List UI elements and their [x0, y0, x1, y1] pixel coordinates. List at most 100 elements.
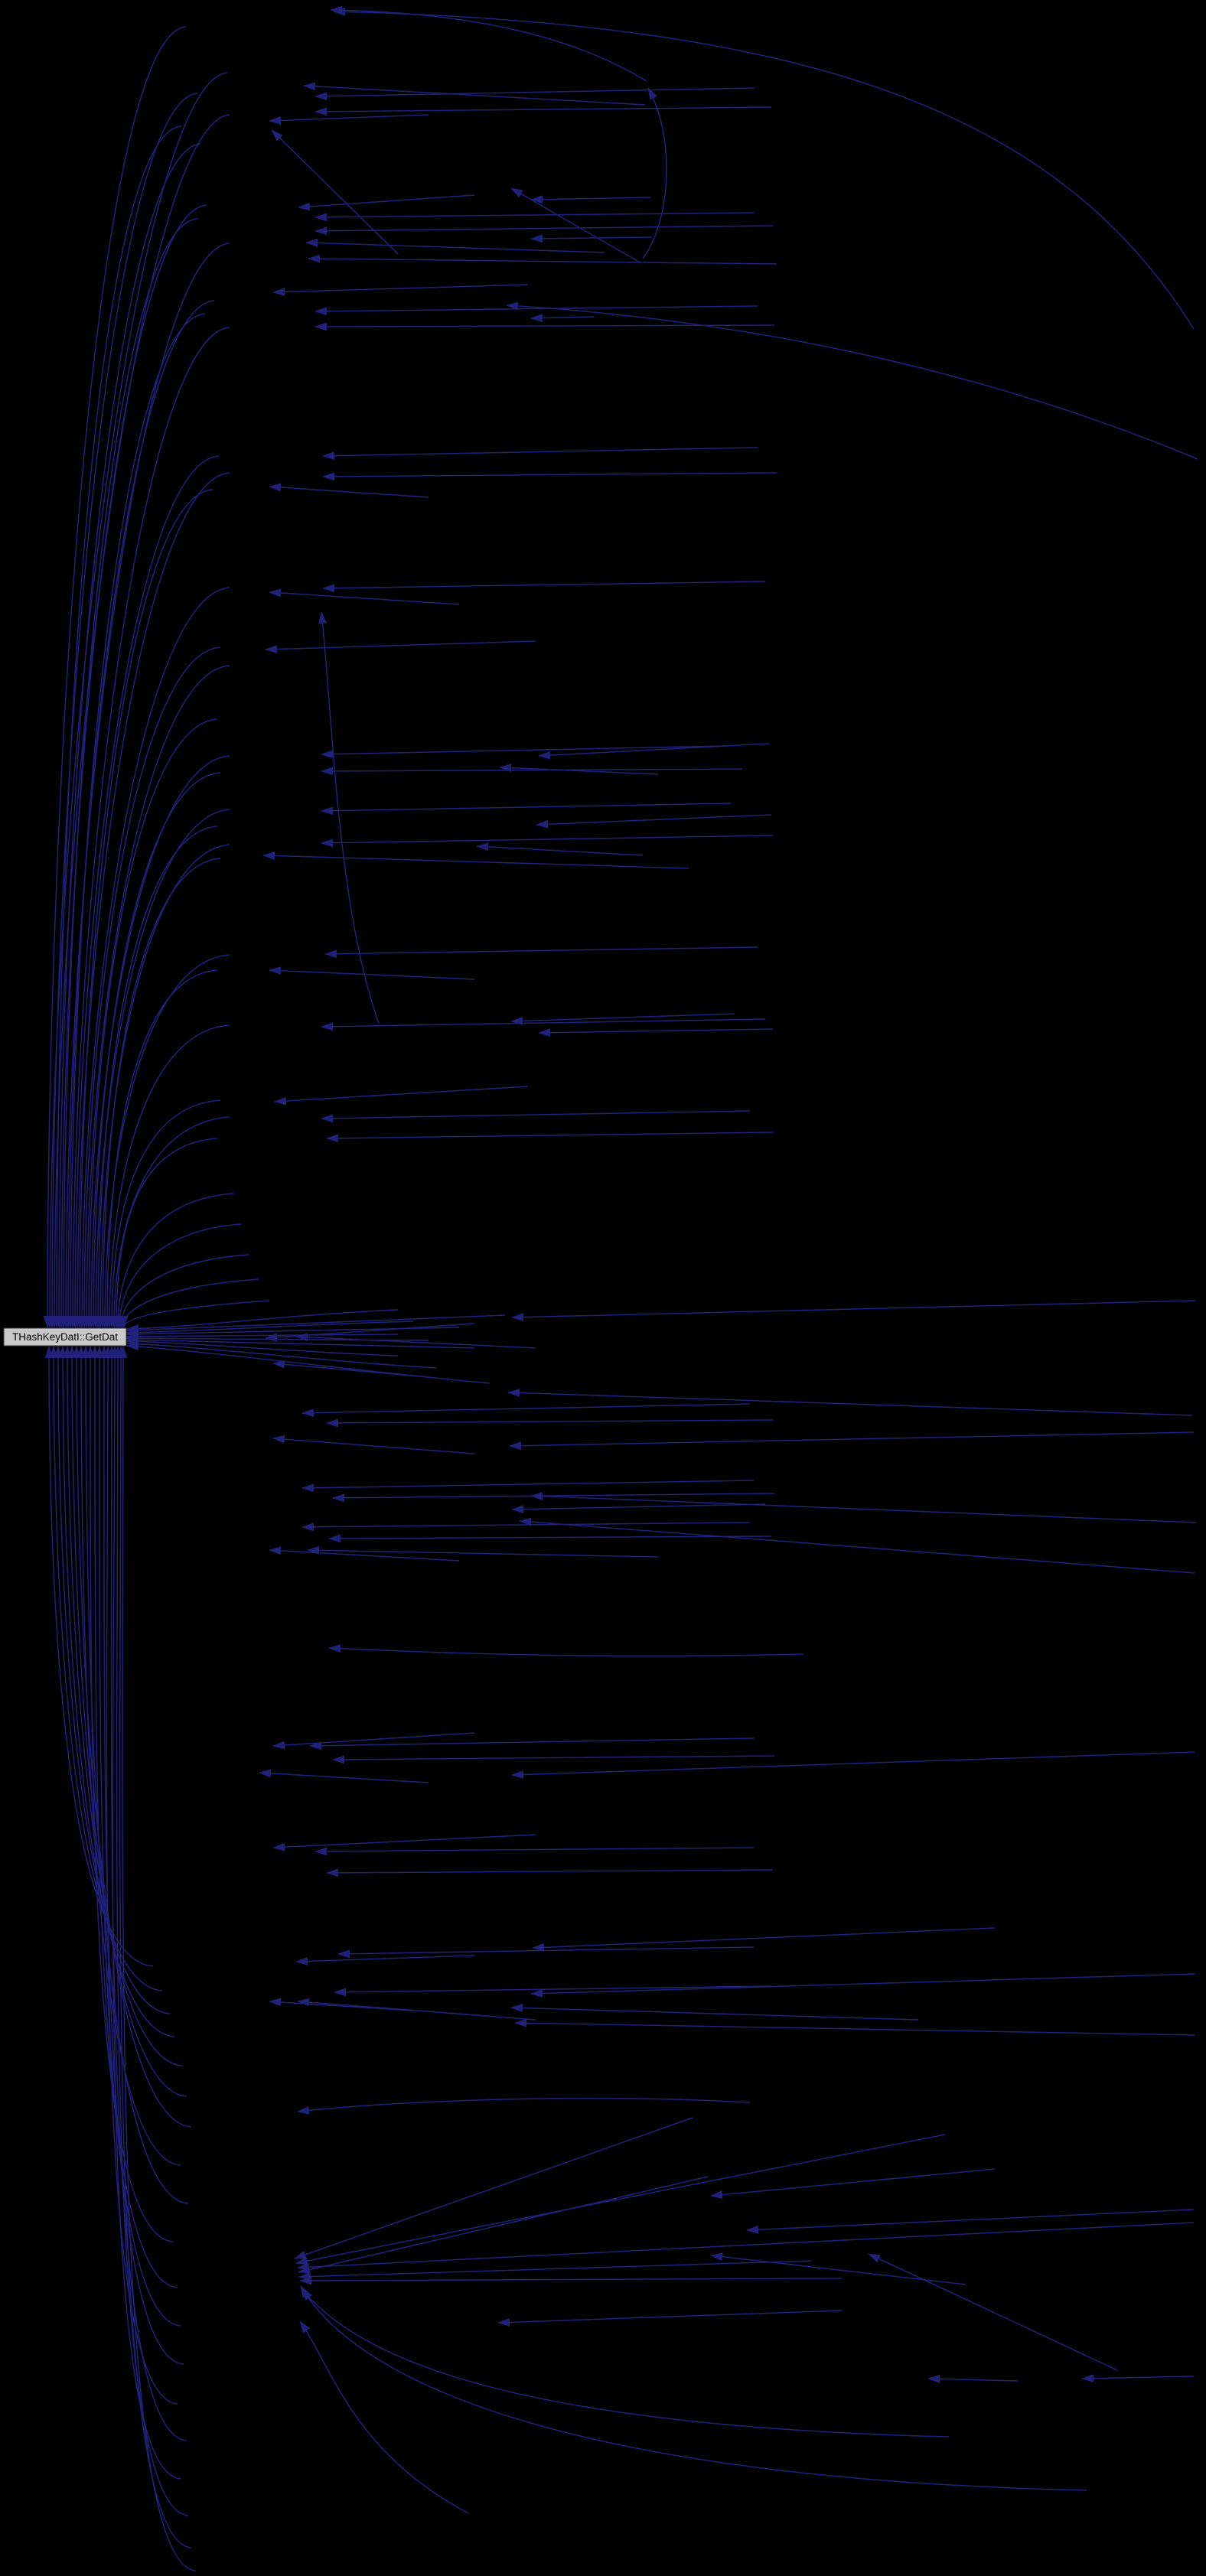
call-edge: [107, 1099, 221, 1328]
call-edge: [112, 1138, 218, 1328]
call-edge: [269, 1546, 460, 1562]
call-edge: [109, 1116, 230, 1328]
call-edge: [54, 143, 201, 1328]
call-edge: [126, 1342, 491, 1384]
call-edge: [58, 1346, 175, 2037]
call-edge: [514, 2018, 1195, 2036]
call-edge: [530, 1973, 1195, 1998]
call-edge: [262, 851, 689, 869]
call-edge: [315, 212, 755, 222]
call-edge: [321, 1110, 751, 1123]
call-edge: [746, 2209, 1195, 2234]
call-edge: [532, 1927, 996, 1952]
call-edge: [326, 1418, 774, 1428]
call-edge: [499, 764, 659, 775]
call-edge: [103, 969, 218, 1328]
edge-layer: [43, 5, 1198, 2571]
call-edge: [328, 1534, 772, 1543]
call-edge: [110, 1346, 181, 2480]
call-edge: [93, 826, 218, 1328]
call-edge: [322, 581, 766, 593]
call-edge: [269, 114, 429, 125]
call-edge: [297, 2097, 751, 2115]
call-edge: [107, 1346, 187, 2441]
call-edge: [710, 2168, 996, 2200]
call-edge: [73, 472, 230, 1328]
call-edge: [302, 1480, 755, 1493]
call-edge: [298, 194, 475, 211]
call-edge: [506, 301, 1198, 460]
call-edge: [126, 1314, 506, 1335]
call-edge: [70, 455, 220, 1328]
call-edge: [86, 755, 230, 1328]
call-edge: [95, 1346, 181, 2327]
call-edge: [507, 1389, 1193, 1416]
call-edge: [103, 1346, 178, 2405]
call-edge: [307, 1545, 659, 1558]
call-edge: [75, 489, 213, 1328]
call-edge: [272, 284, 529, 297]
call-edge: [337, 1946, 755, 1959]
call-edge: [269, 1998, 414, 2011]
call-edge: [497, 2310, 843, 2327]
call-edge: [98, 858, 221, 1328]
call-edge: [52, 125, 182, 1328]
call-edge: [126, 1332, 399, 1341]
call-edge: [54, 1346, 171, 2014]
call-edge: [309, 1737, 755, 1750]
call-edge: [321, 803, 732, 816]
call-edge: [113, 1346, 189, 2516]
call-edge: [308, 254, 777, 265]
call-edge: [321, 1018, 766, 1031]
call-edge: [119, 1346, 197, 2571]
function-node-label: THashKeyDatI::GetDat: [12, 1331, 118, 1343]
call-edge: [298, 2176, 709, 2274]
call-edge: [126, 1340, 437, 1369]
call-edge: [315, 225, 774, 236]
call-edge: [271, 129, 399, 255]
call-edge: [61, 243, 230, 1328]
call-edge: [300, 2285, 1087, 2491]
call-edge: [510, 2003, 919, 2021]
call-edge: [116, 1346, 192, 2548]
call-edge: [303, 82, 646, 106]
call-edge: [642, 87, 667, 259]
call-edge: [333, 7, 1195, 330]
call-edge: [119, 1300, 270, 1328]
call-edge: [126, 1337, 399, 1356]
call-edge: [272, 1834, 536, 1851]
call-edge: [322, 447, 758, 461]
call-edge: [72, 1346, 192, 2128]
call-edge: [99, 1346, 184, 2365]
function-node[interactable]: THashKeyDatI::GetDat: [3, 1327, 127, 1347]
call-edge: [301, 2288, 950, 2438]
call-edge: [326, 1868, 774, 1877]
call-edge: [63, 1346, 183, 2066]
call-edge: [295, 2134, 946, 2265]
call-edge: [126, 1309, 399, 1334]
call-edge: [538, 1028, 774, 1037]
call-edge: [330, 5, 647, 82]
call-edge: [96, 844, 230, 1328]
call-edge: [538, 743, 770, 760]
call-edge: [80, 646, 221, 1328]
call-edge: [297, 1998, 536, 2021]
call-edge: [321, 745, 728, 759]
call-edge: [265, 640, 536, 654]
call-edge: [321, 767, 743, 776]
call-edge: [295, 1333, 536, 1349]
call-edge: [116, 1254, 249, 1328]
call-edge: [302, 1403, 751, 1418]
call-edge: [511, 1300, 1196, 1322]
call-edge: [315, 1847, 755, 1856]
call-edge: [265, 1323, 475, 1342]
call-edge: [509, 1431, 1195, 1451]
call-edge: [328, 1644, 804, 1657]
call-edge: [510, 1013, 735, 1025]
call-edge: [510, 187, 642, 264]
call-edge: [77, 1346, 181, 2166]
call-edge: [927, 2374, 1019, 2383]
call-edge: [272, 1435, 475, 1454]
